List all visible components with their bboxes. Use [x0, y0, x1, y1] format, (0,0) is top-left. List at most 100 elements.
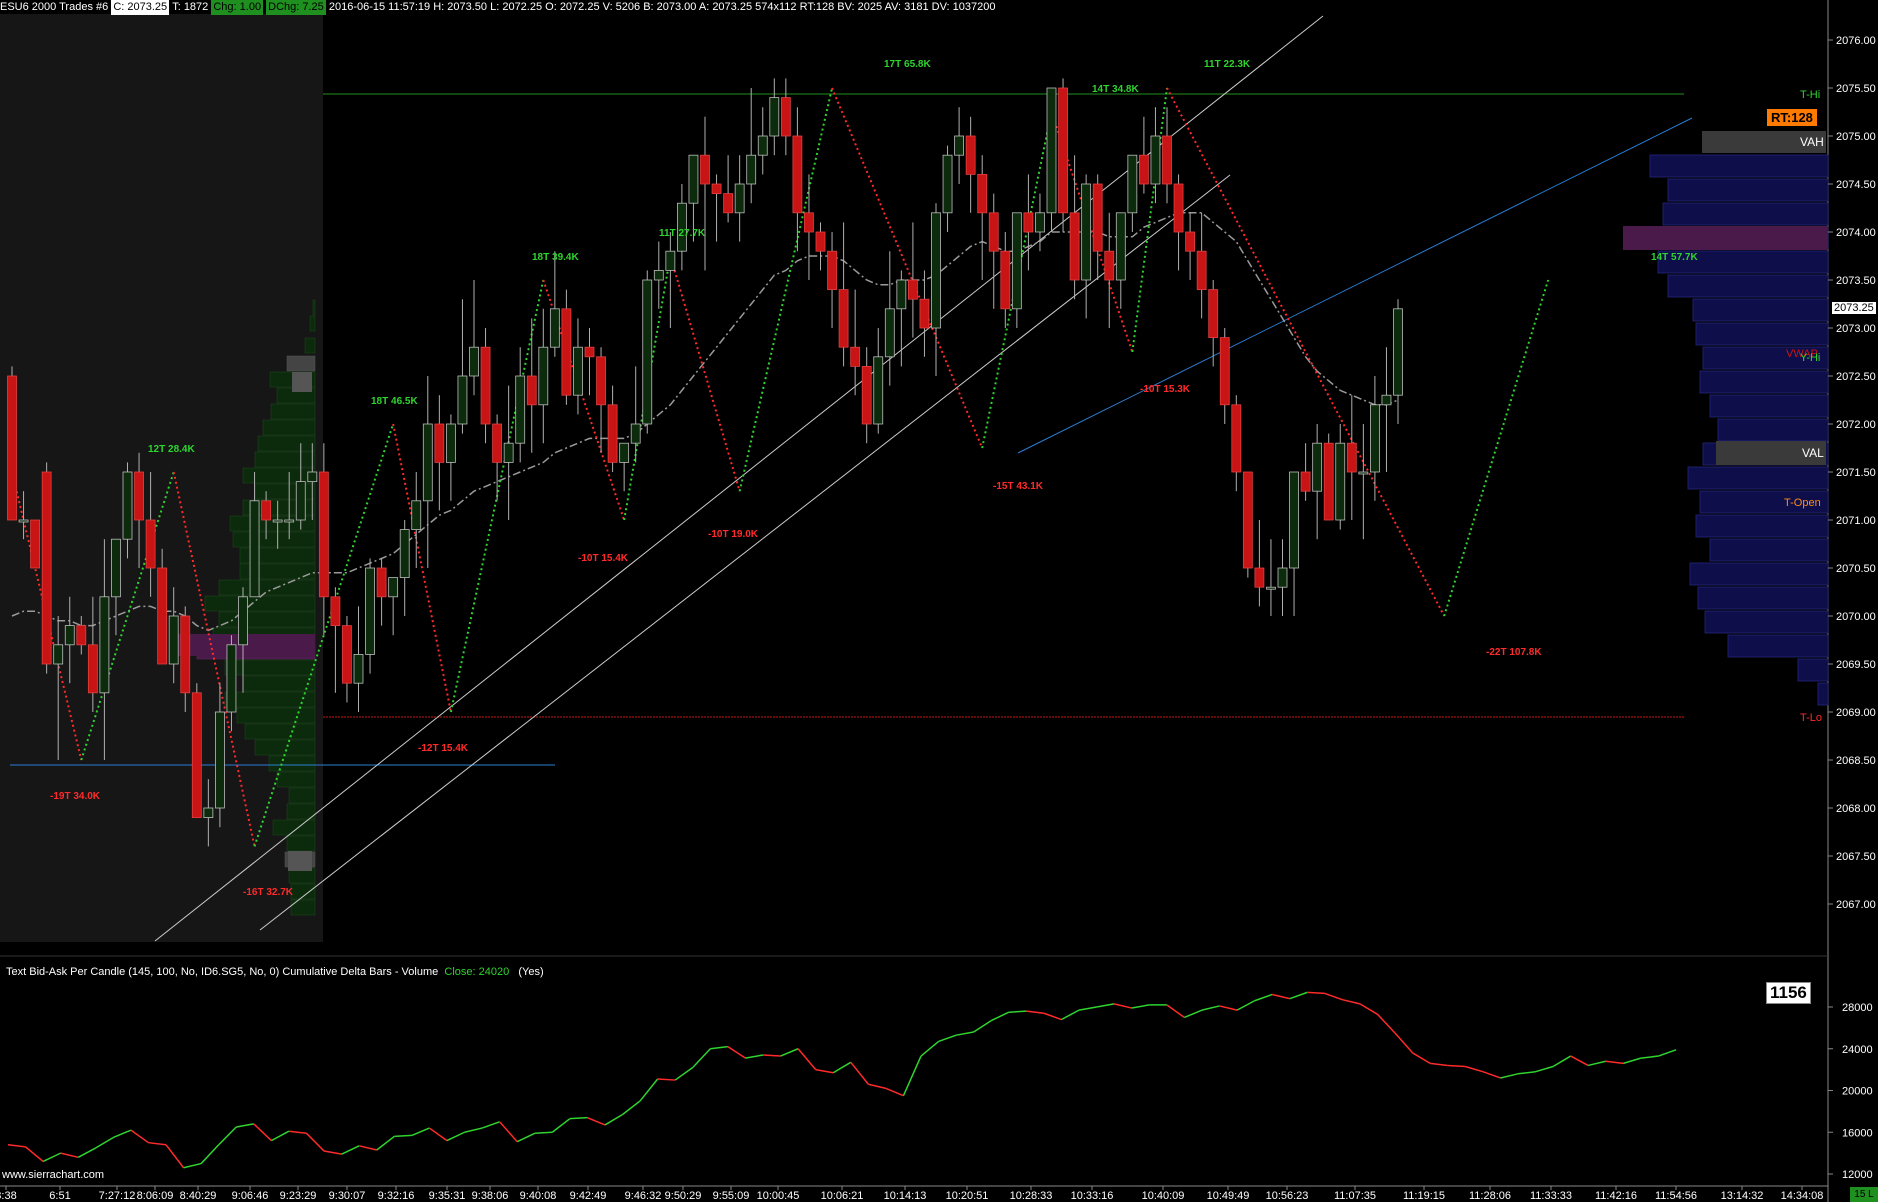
time-tick-label: 11:07:35	[1334, 1190, 1376, 1202]
volume-profile-right-bar	[1709, 394, 1829, 418]
candle-body	[145, 519, 156, 569]
candle-body	[388, 577, 399, 598]
price-tick-label: 2067.00	[1836, 899, 1876, 911]
time-tick-label: 9:38:06	[472, 1190, 509, 1202]
delta-segment	[358, 1145, 377, 1151]
candle-body	[1046, 87, 1057, 214]
candle-body	[896, 279, 907, 310]
subgraph-title[interactable]: Text Bid-Ask Per Candle (145, 100, No, I…	[6, 966, 439, 978]
vwap-tag: VWAP	[1786, 348, 1818, 360]
candle-body	[723, 193, 733, 214]
delta-segment	[1517, 1070, 1536, 1075]
delta-segment	[1430, 1062, 1448, 1067]
zigzag-label: 18T 39.4K	[532, 252, 579, 263]
zigzag-label: 17T 65.8K	[884, 59, 931, 70]
zigzag-label: 11T 27.7K	[659, 228, 706, 239]
candle-body	[342, 625, 352, 684]
delta-segment	[534, 1131, 553, 1135]
candle-body	[445, 423, 456, 463]
time-tick-label: 11:42:16	[1595, 1190, 1637, 1202]
time-tick-label: 10:40:09	[1142, 1190, 1185, 1202]
candle-body	[1335, 442, 1346, 521]
candle-body	[492, 423, 503, 463]
volume-profile-bar	[268, 755, 316, 772]
delta-segment	[938, 1034, 957, 1043]
corner-indicator[interactable]: 15 L	[1850, 1187, 1878, 1202]
delta-segment	[1500, 1073, 1519, 1079]
delta-segment	[1254, 993, 1273, 1002]
volume-profile-bar	[218, 611, 316, 628]
candle-body	[1219, 337, 1230, 406]
time-tick-label: 10:00:45	[757, 1190, 800, 1202]
delta-segment	[236, 1123, 254, 1128]
candle-body	[734, 183, 745, 214]
candle-body	[792, 135, 803, 214]
candle-body	[931, 212, 941, 329]
candle-body	[1115, 212, 1126, 281]
candle-body	[815, 231, 826, 252]
candle-body	[988, 212, 999, 252]
volume-profile-right-bar	[1817, 682, 1829, 706]
volume-profile-bar	[272, 819, 316, 836]
price-tick-label: 2071.50	[1836, 467, 1876, 479]
volume-profile-right-bar	[1695, 514, 1829, 538]
t-open-tag: T-Open	[1784, 497, 1821, 509]
candle-body	[226, 644, 237, 713]
delta-segment	[1324, 992, 1343, 1001]
volume-profile-right-bar	[1692, 298, 1829, 322]
candle-body	[1058, 87, 1068, 214]
delta-segment	[710, 1045, 728, 1050]
chg-value: Chg: 1.00	[211, 0, 264, 15]
time-tick-label: 10:28:33	[1010, 1190, 1053, 1202]
time-tick-label: 10:20:51	[946, 1190, 989, 1202]
delta-segment	[1640, 1055, 1659, 1059]
delta-segment	[499, 1121, 518, 1143]
volume-profile-bar	[204, 595, 316, 612]
symbol-label[interactable]: ESU6 2000 Trades #6	[0, 1, 109, 13]
volume-profile-right-bar	[1687, 466, 1829, 490]
volume-profile-bar	[254, 739, 316, 756]
candle-body	[630, 423, 641, 444]
delta-segment	[657, 1078, 676, 1081]
candle-body	[249, 500, 260, 598]
candle-body	[1069, 212, 1080, 281]
candle-body	[1162, 135, 1172, 185]
candle-body	[884, 308, 895, 358]
price-axis: 2076.00 2075.50 2075.00 2074.50 2074.00 2073.…	[1828, 35, 1876, 911]
delta-segment	[1447, 1064, 1466, 1068]
delta-tick-label: 16000	[1842, 1127, 1873, 1139]
volume-profile-bar	[312, 299, 316, 316]
delta-segment	[7, 1144, 26, 1148]
volume-profile-bar	[218, 579, 316, 596]
candle-body	[1393, 308, 1403, 396]
delta-segment	[60, 1152, 79, 1159]
delta-segment	[1096, 1003, 1115, 1008]
delta-segment	[323, 1150, 342, 1155]
delta-segment	[95, 1136, 114, 1149]
candle-body	[965, 135, 976, 175]
candle-body	[977, 173, 988, 214]
candle-body	[549, 308, 560, 348]
subgraph-close: Close: 24020	[444, 966, 510, 978]
zigzag-label: 11T 22.3K	[1204, 59, 1251, 70]
time-tick-label: 9:32:16	[378, 1190, 415, 1202]
delta-segment	[780, 1048, 799, 1057]
delta-segment	[1184, 1009, 1203, 1019]
zigzag-segment	[738, 87, 834, 492]
delta-segment	[1289, 991, 1308, 1000]
candle-body	[1011, 212, 1022, 310]
candle-body	[596, 356, 606, 406]
zigzag-segment	[392, 423, 452, 713]
delta-segment	[1482, 1071, 1501, 1079]
volume-profile-bar	[224, 691, 316, 708]
delta-segment	[692, 1048, 711, 1069]
candle-body	[584, 346, 595, 358]
delta-segment	[1570, 1055, 1589, 1067]
delta-segment	[955, 1031, 974, 1036]
volume-profile-bar	[236, 707, 316, 724]
delta-segment	[253, 1123, 272, 1142]
candle-body	[677, 202, 687, 252]
candle-body	[746, 154, 757, 185]
delta-axis: 28000 24000 20000 16000 12000	[1828, 1002, 1873, 1181]
